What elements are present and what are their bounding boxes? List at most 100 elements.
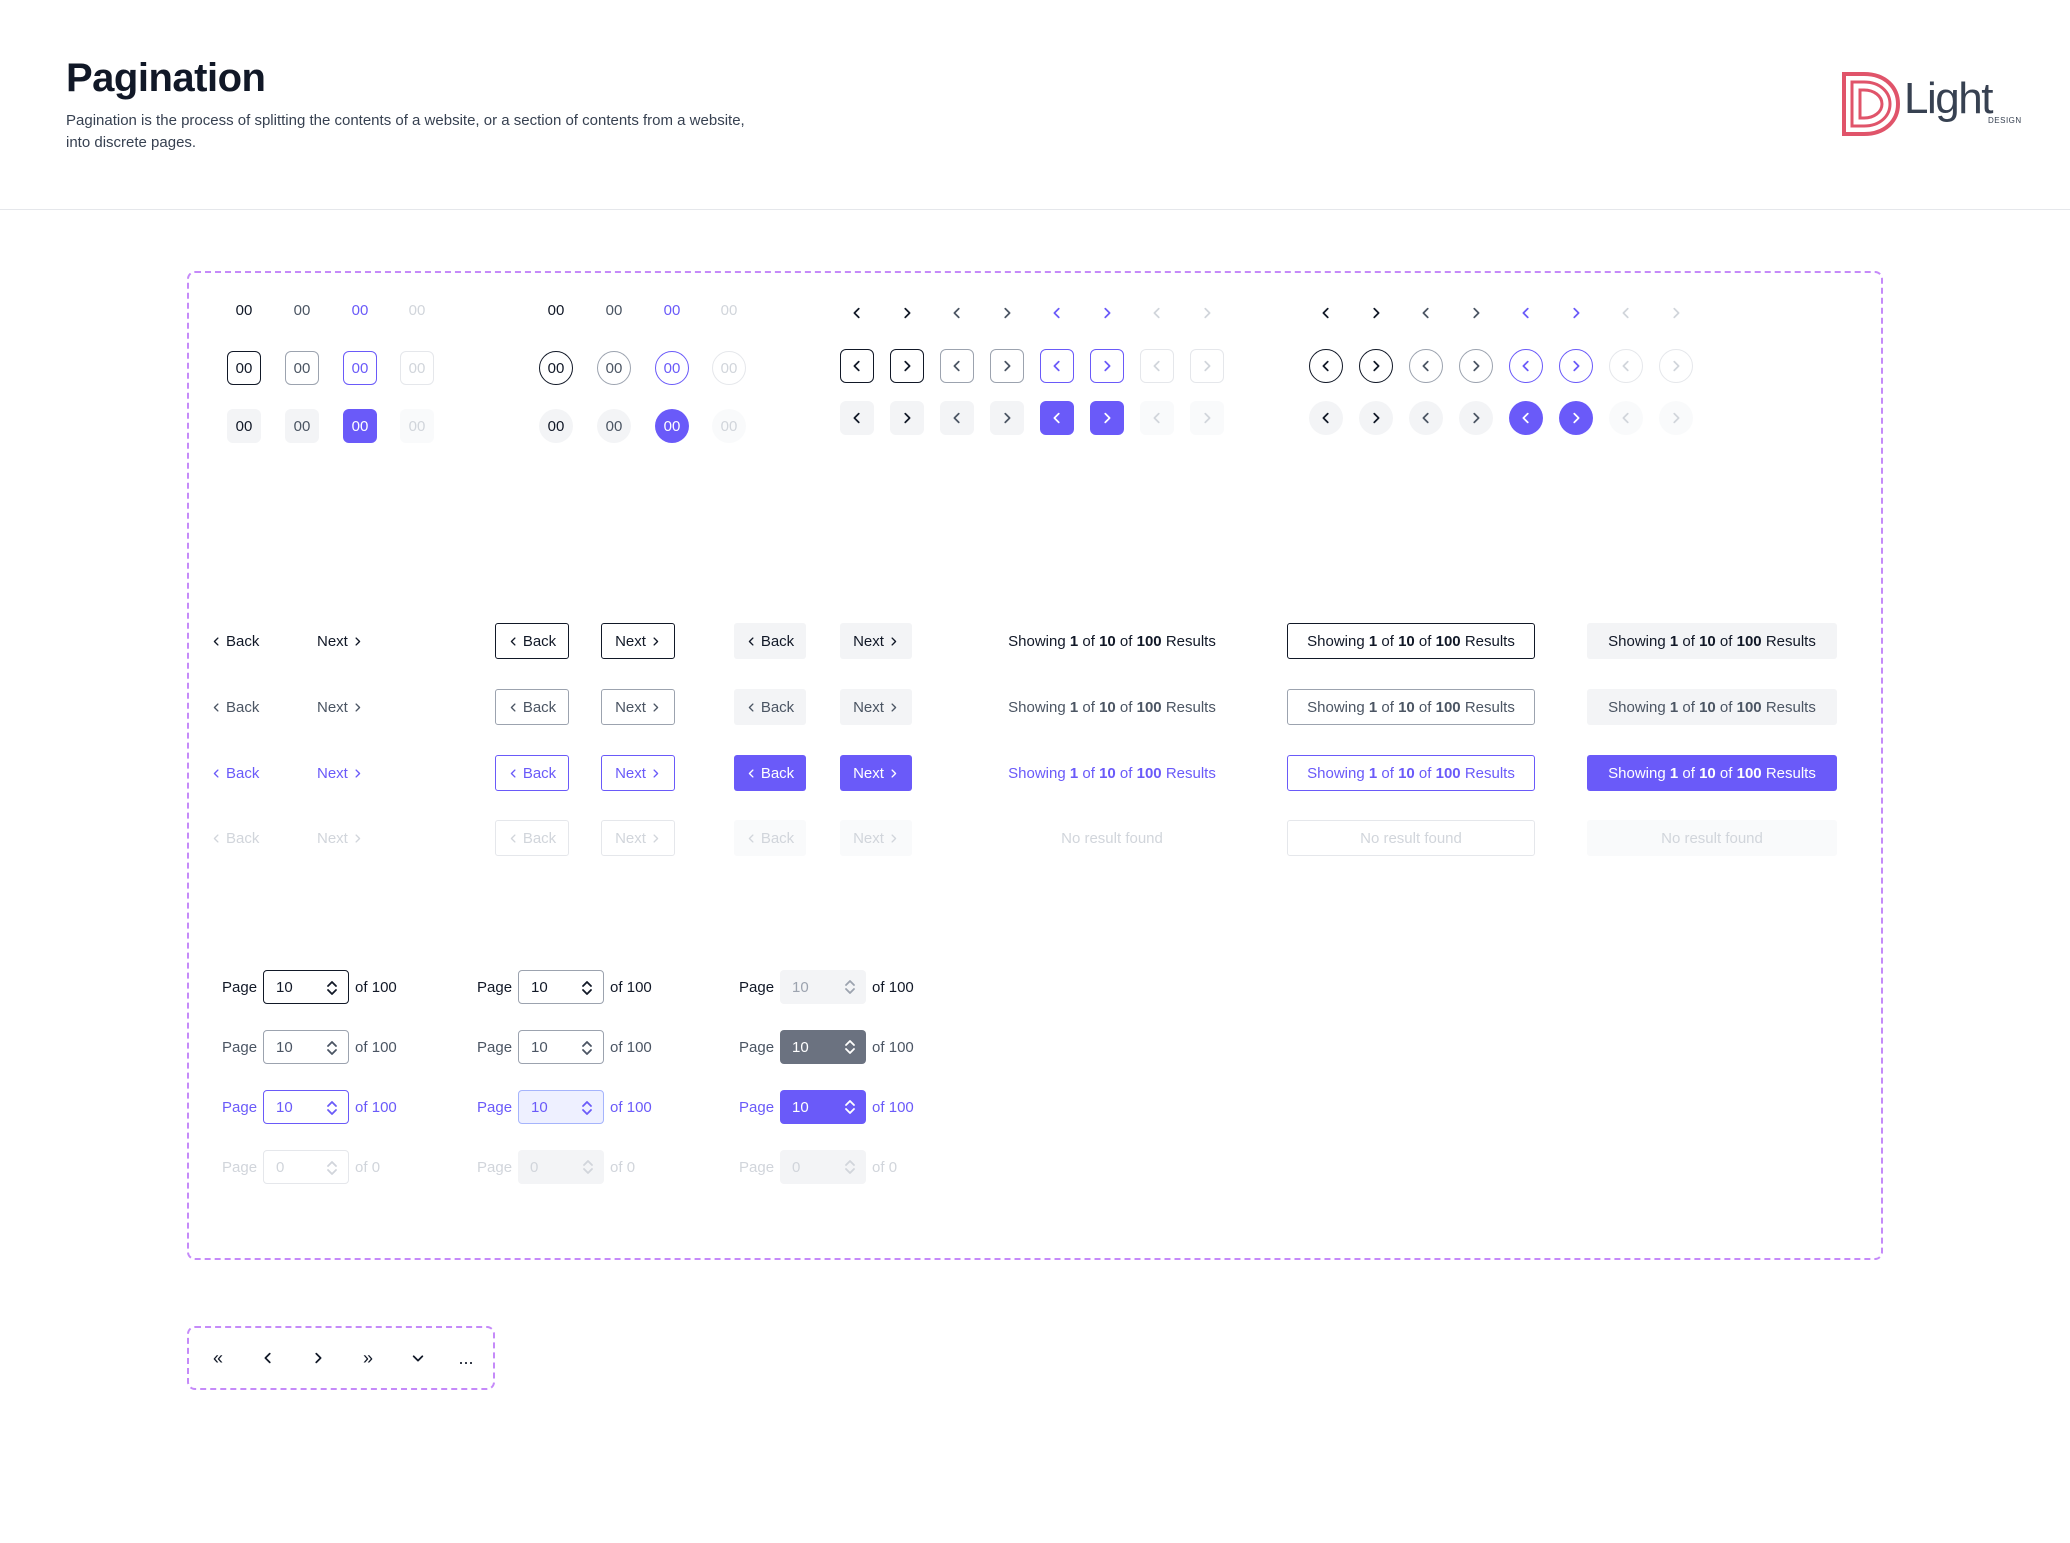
page-number-stepper[interactable]: 10 [263, 1030, 350, 1064]
next-page-circle-fl-hover[interactable] [1459, 401, 1493, 435]
page-number-circle-fl-active[interactable]: 00 [655, 409, 689, 443]
page-number-circle-fl-default[interactable]: 00 [539, 409, 573, 443]
previous-page-square-fl-hover[interactable] [940, 401, 974, 435]
next-page-square-plain-active[interactable] [1090, 296, 1124, 330]
result-of: of [1715, 698, 1737, 716]
next-page-square-fl-active[interactable] [1090, 401, 1124, 435]
page-number-square-plain-active[interactable]: 00 [351, 301, 369, 319]
page-number-stepper[interactable]: 10 [780, 1090, 867, 1124]
previous-page-circle-plain-default[interactable] [1309, 296, 1343, 330]
page-number-stepper[interactable]: 10 [780, 1030, 867, 1064]
next-page-circle-ol-active[interactable] [1559, 349, 1593, 383]
result-total: 100 [1136, 698, 1162, 716]
previous-page-square-ol-default[interactable] [840, 349, 874, 383]
back-button-text-default[interactable]: Back [211, 623, 271, 659]
page-number-stepper[interactable]: 10 [518, 970, 605, 1004]
page-number-circle-fl-hover[interactable]: 00 [597, 409, 631, 443]
page-number-circle-ol-hover[interactable]: 00 [597, 351, 631, 385]
next-button-outline-default[interactable]: Next [601, 623, 675, 659]
next-page-square-plain-default[interactable] [890, 296, 924, 330]
result-current: 1 [1069, 698, 1079, 716]
chevron-right-icon [355, 702, 361, 712]
page-number-circle-plain-active[interactable]: 00 [663, 301, 681, 319]
back-button-outline-active[interactable]: Back [495, 755, 569, 791]
previous-page-circle-plain-hover[interactable] [1409, 296, 1443, 330]
previous-page-circle-plain-active[interactable] [1509, 296, 1543, 330]
back-button-filled-hover[interactable]: Back [734, 689, 806, 725]
back-button-outline-hover[interactable]: Back [495, 689, 569, 725]
previous-page-square-plain-hover[interactable] [940, 296, 974, 330]
result-results-word: Results [1761, 632, 1816, 650]
page-total-label: of 100 [872, 1038, 914, 1056]
page-number-square-fl-hover[interactable]: 00 [285, 409, 319, 443]
next-button-label: Next [615, 764, 646, 782]
previous-page-square-ol-active[interactable] [1040, 349, 1074, 383]
next-page-circle-plain-default[interactable] [1359, 296, 1393, 330]
page-number-stepper[interactable]: 10 [518, 1090, 605, 1124]
ellipsis-icon: ... [458, 1347, 474, 1368]
back-button-outline-default[interactable]: Back [495, 623, 569, 659]
back-button-text-hover[interactable]: Back [211, 689, 271, 725]
page-number-square-ol-hover[interactable]: 00 [285, 351, 319, 385]
back-button-label: Back [760, 632, 795, 650]
next-page-square-fl-disabled [1190, 401, 1224, 435]
next-button-filled-active[interactable]: Next [840, 755, 912, 791]
page-number-square-ol-active[interactable]: 00 [343, 351, 377, 385]
next-page-circle-ol-default[interactable] [1359, 349, 1393, 383]
next-button-filled-hover[interactable]: Next [840, 689, 912, 725]
next-page-circle-ol-hover[interactable] [1459, 349, 1493, 383]
previous-page-square-plain-active[interactable] [1040, 296, 1074, 330]
page-number-stepper[interactable]: 10 [780, 970, 867, 1004]
page-number-circle-ol-default[interactable]: 00 [539, 351, 573, 385]
back-button-filled-default[interactable]: Back [734, 623, 806, 659]
next-button-text-default[interactable]: Next [317, 623, 381, 659]
previous-page-square-plain-default[interactable] [840, 296, 874, 330]
next-page-circle-plain-hover[interactable] [1459, 296, 1493, 330]
next-page-square-ol-active[interactable] [1090, 349, 1124, 383]
page-number-square-plain-default[interactable]: 00 [235, 301, 253, 319]
chevron-left-icon [1053, 360, 1060, 372]
result-results-word: Results [1761, 698, 1816, 716]
result-of: of [1115, 764, 1137, 782]
result-summary-text-hover: Showing 1 of 10 of 100 Results [990, 689, 1234, 725]
back-button-filled-active[interactable]: Back [734, 755, 806, 791]
page-number-square-plain-hover[interactable]: 00 [293, 301, 311, 319]
page-number-square-fl-active[interactable]: 00 [343, 409, 377, 443]
page-number-stepper[interactable]: 10 [263, 970, 350, 1004]
next-page-circle-fl-active[interactable] [1559, 401, 1593, 435]
page-number-square-ol-default[interactable]: 00 [227, 351, 261, 385]
previous-page-circle-fl-hover[interactable] [1409, 401, 1443, 435]
previous-page-circle-fl-default[interactable] [1309, 401, 1343, 435]
previous-page-circle-ol-active[interactable] [1509, 349, 1543, 383]
next-button-text-hover[interactable]: Next [317, 689, 381, 725]
next-page-square-ol-hover[interactable] [990, 349, 1024, 383]
next-button-filled-default[interactable]: Next [840, 623, 912, 659]
page-number-circle-plain-hover[interactable]: 00 [605, 301, 623, 319]
page-number-square-fl-default[interactable]: 00 [227, 409, 261, 443]
next-page-circle-plain-disabled [1659, 296, 1693, 330]
chevron-right-icon [355, 833, 361, 843]
previous-page-square-ol-hover[interactable] [940, 349, 974, 383]
next-page-square-ol-default[interactable] [890, 349, 924, 383]
next-page-square-plain-hover[interactable] [990, 296, 1024, 330]
previous-page-circle-ol-hover[interactable] [1409, 349, 1443, 383]
next-button-outline-hover[interactable]: Next [601, 689, 675, 725]
next-button-outline-active[interactable]: Next [601, 755, 675, 791]
page-number-circle-plain-default[interactable]: 00 [547, 301, 565, 319]
previous-page-circle-fl-active[interactable] [1509, 401, 1543, 435]
previous-page-circle-plain-disabled [1609, 296, 1643, 330]
result-total: 100 [1736, 698, 1762, 716]
next-button-text-active[interactable]: Next [317, 755, 381, 791]
previous-page-circle-ol-default[interactable] [1309, 349, 1343, 383]
next-page-circle-plain-active[interactable] [1559, 296, 1593, 330]
next-page-square-fl-default[interactable] [890, 401, 924, 435]
back-button-text-active[interactable]: Back [211, 755, 271, 791]
previous-page-square-fl-active[interactable] [1040, 401, 1074, 435]
previous-page-square-fl-default[interactable] [840, 401, 874, 435]
page-number-stepper[interactable]: 10 [263, 1090, 350, 1124]
next-page-circle-fl-default[interactable] [1359, 401, 1393, 435]
result-of: of [1078, 632, 1100, 650]
next-page-square-fl-hover[interactable] [990, 401, 1024, 435]
page-number-stepper[interactable]: 10 [518, 1030, 605, 1064]
page-number-circle-ol-active[interactable]: 00 [655, 351, 689, 385]
